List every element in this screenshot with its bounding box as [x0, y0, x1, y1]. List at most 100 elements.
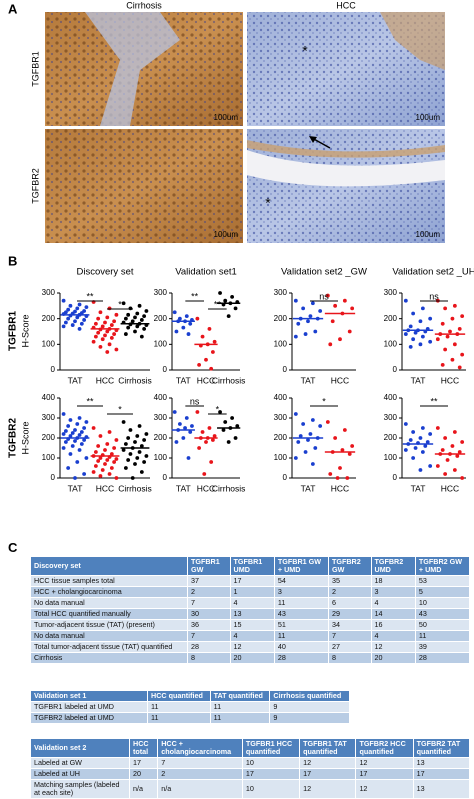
table-cell: 16	[370, 619, 416, 631]
table-cell: 11	[147, 701, 211, 713]
y-tick-label: 0	[283, 473, 288, 482]
data-point	[218, 291, 222, 295]
data-point	[306, 319, 310, 324]
chart-title: Validation set1	[175, 267, 237, 278]
data-point	[408, 324, 413, 329]
table-cell: 30	[187, 608, 231, 620]
data-point	[63, 440, 68, 444]
y-tick-label: 100	[274, 339, 288, 348]
y-axis-title: H-Score	[20, 421, 30, 454]
data-point	[460, 314, 465, 318]
data-point	[114, 347, 119, 352]
data-table: Validation set 2 HCC total HCC + cholangio…	[30, 738, 471, 799]
data-point	[93, 334, 98, 339]
x-tick-label: HCC	[96, 375, 114, 385]
row-header: TGFBR2	[30, 168, 40, 204]
data-point	[188, 321, 193, 326]
data-point	[183, 426, 187, 430]
data-point	[96, 459, 101, 463]
data-point	[403, 332, 408, 336]
y-tick-label: 100	[384, 453, 398, 462]
table-cell: 13	[412, 779, 471, 799]
table-cell: 20	[229, 652, 275, 664]
data-point	[428, 316, 433, 321]
data-point	[452, 303, 457, 308]
data-point	[144, 432, 149, 436]
data-point	[133, 462, 137, 466]
y-tick-label: 300	[42, 288, 56, 297]
y-tick-label: 400	[384, 393, 398, 402]
data-point	[98, 434, 103, 438]
table-row: Validation set 2 HCC total HCC + cholangio…	[30, 738, 471, 758]
data-point	[142, 460, 147, 464]
data-point	[109, 466, 114, 470]
table-cell: 17	[412, 768, 471, 780]
data-point	[411, 337, 416, 342]
stroma	[85, 12, 180, 126]
data-point	[121, 420, 126, 424]
data-point	[68, 303, 73, 308]
data-point	[328, 472, 333, 476]
data-point	[98, 474, 103, 478]
data-point	[82, 426, 87, 430]
data-point	[63, 320, 68, 325]
data-point	[210, 438, 215, 442]
data-point	[93, 321, 98, 326]
table-cell: 11	[209, 701, 271, 713]
significance-label: *	[216, 404, 220, 414]
data-point	[184, 314, 189, 318]
data-point	[70, 431, 75, 435]
table-cell: 27	[327, 641, 372, 653]
table-cell: 12	[299, 779, 357, 799]
data-point	[73, 439, 77, 443]
data-point	[428, 464, 433, 468]
table-cell: 39	[414, 641, 471, 653]
significance-label: ns	[319, 291, 329, 301]
table-cell: 12	[229, 641, 275, 653]
data-point	[450, 316, 455, 321]
table-cell: 9	[269, 701, 350, 713]
table-cell: 13	[412, 757, 471, 769]
data-point	[75, 422, 80, 426]
x-tick-label: TAT	[301, 483, 316, 493]
table-row: Labeled at UH 20 2 17 17 17 17	[30, 768, 471, 780]
data-point	[82, 438, 87, 442]
panel-label: B	[8, 253, 17, 268]
table-cell: Tumor-adjacent tissue (TAT) (present)	[30, 619, 188, 631]
data-point	[223, 298, 228, 303]
data-point	[93, 450, 98, 454]
panel-label: C	[8, 540, 18, 555]
data-point	[82, 472, 87, 476]
table-cell: 20	[370, 652, 416, 664]
data-point	[296, 440, 301, 444]
table-cell: 11	[273, 630, 329, 642]
data-point	[210, 350, 215, 354]
table-cell: TGFBR1 TAT quantified	[299, 738, 357, 758]
data-point	[204, 440, 208, 444]
data-point	[142, 314, 147, 318]
table-cell: 11	[147, 712, 211, 724]
data-point	[133, 315, 137, 320]
y-tick-label: 200	[154, 433, 168, 442]
data-point	[98, 456, 103, 460]
data-point	[411, 456, 416, 460]
data-point	[207, 426, 212, 430]
data-point	[126, 325, 131, 330]
scale-bar-label: 100um	[214, 113, 239, 122]
x-tick-label: HCC	[331, 375, 349, 385]
data-point	[306, 438, 310, 442]
data-point	[123, 466, 128, 470]
data-point	[457, 450, 462, 454]
table-cell: 43	[273, 608, 329, 620]
significance-label: **	[86, 396, 94, 406]
data-point	[91, 470, 96, 474]
data-point	[114, 457, 119, 461]
table-cell: 4	[370, 597, 416, 609]
x-tick-label: TAT	[301, 375, 316, 385]
data-point	[440, 362, 445, 367]
table-cell: HCC + cholangiocarcinoma	[157, 738, 243, 758]
significance-label: **	[214, 299, 222, 309]
table-row: TGFBR2 labeled at UMD 11 11 9	[30, 712, 350, 724]
row-header: TGFBR1	[30, 51, 40, 87]
y-tick-label: 0	[163, 365, 168, 374]
